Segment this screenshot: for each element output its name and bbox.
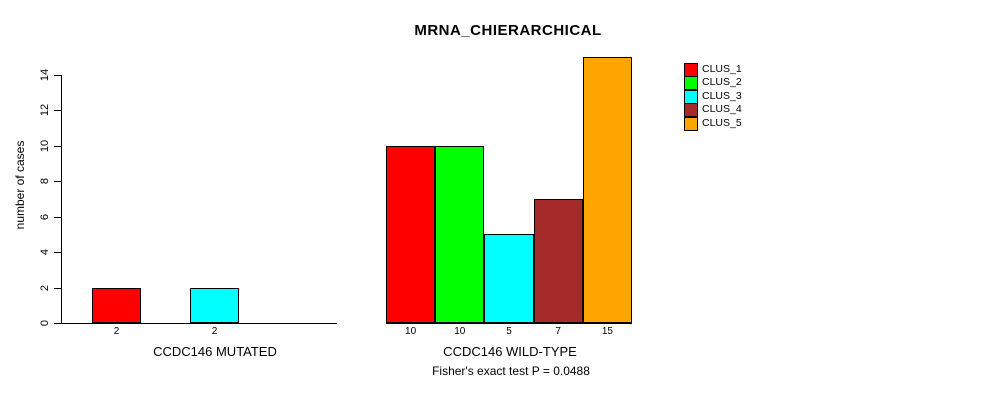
y-axis-label: number of cases — [13, 140, 27, 230]
legend-swatch-clus-3 — [684, 89, 698, 104]
legend-label: CLUS_2 — [702, 76, 742, 89]
y-tick-label: 12 — [39, 104, 51, 117]
legend-label: CLUS_4 — [702, 103, 742, 116]
legend-swatch-clus-2 — [684, 76, 698, 91]
y-axis-tick — [54, 252, 61, 254]
y-axis-tick — [54, 323, 61, 324]
legend-label: CLUS_1 — [702, 63, 742, 75]
bar-value-label: 2 — [211, 326, 218, 337]
legend-label: CLUS_3 — [702, 89, 742, 102]
y-tick-label: 0 — [39, 319, 51, 327]
bar-clus-3 — [484, 234, 534, 323]
bar-value-label: 15 — [601, 326, 613, 337]
y-tick-label: 8 — [39, 178, 51, 185]
bar-clus-5 — [582, 57, 632, 323]
y-axis-tick — [54, 181, 61, 183]
y-tick-label: 10 — [39, 139, 51, 152]
group-label-mutated: CCDC146 MUTATED — [153, 344, 277, 359]
bar-value-label: 10 — [405, 326, 417, 337]
y-axis-tick — [54, 216, 61, 218]
legend-swatch-clus-5 — [684, 116, 698, 131]
y-axis-line — [61, 75, 62, 324]
y-axis-tick — [54, 75, 61, 76]
y-axis-tick — [54, 287, 61, 289]
bar-clus-4 — [533, 199, 583, 323]
bar-clus-2 — [435, 145, 485, 323]
group-label-wildtype: CCDC146 WILD-TYPE — [443, 344, 577, 359]
x-axis-baseline-mutated — [61, 323, 337, 324]
y-axis-tick — [54, 145, 61, 147]
legend-label: CLUS_5 — [702, 116, 742, 129]
legend-swatch-clus-4 — [684, 103, 698, 118]
bar-value-label: 5 — [506, 326, 512, 337]
y-tick-label: 4 — [39, 249, 51, 256]
bar-value-label: 2 — [113, 326, 120, 337]
y-axis-tick — [54, 110, 61, 112]
fisher-test-annotation: Fisher's exact test P = 0.0488 — [432, 364, 590, 378]
bar-value-label: 10 — [454, 326, 466, 337]
x-axis-baseline-wildtype — [386, 323, 632, 324]
bar-clus-1 — [386, 145, 436, 323]
bar-clus-3 — [190, 287, 239, 323]
y-tick-label: 2 — [39, 284, 51, 291]
y-tick-label: 6 — [39, 213, 51, 220]
legend-swatch-clus-1 — [684, 63, 698, 77]
bar-clus-1 — [92, 287, 141, 323]
y-tick-label: 14 — [39, 68, 51, 82]
chart-title: MRNA_CHIERARCHICAL — [414, 22, 602, 39]
bar-value-label: 7 — [555, 326, 561, 337]
